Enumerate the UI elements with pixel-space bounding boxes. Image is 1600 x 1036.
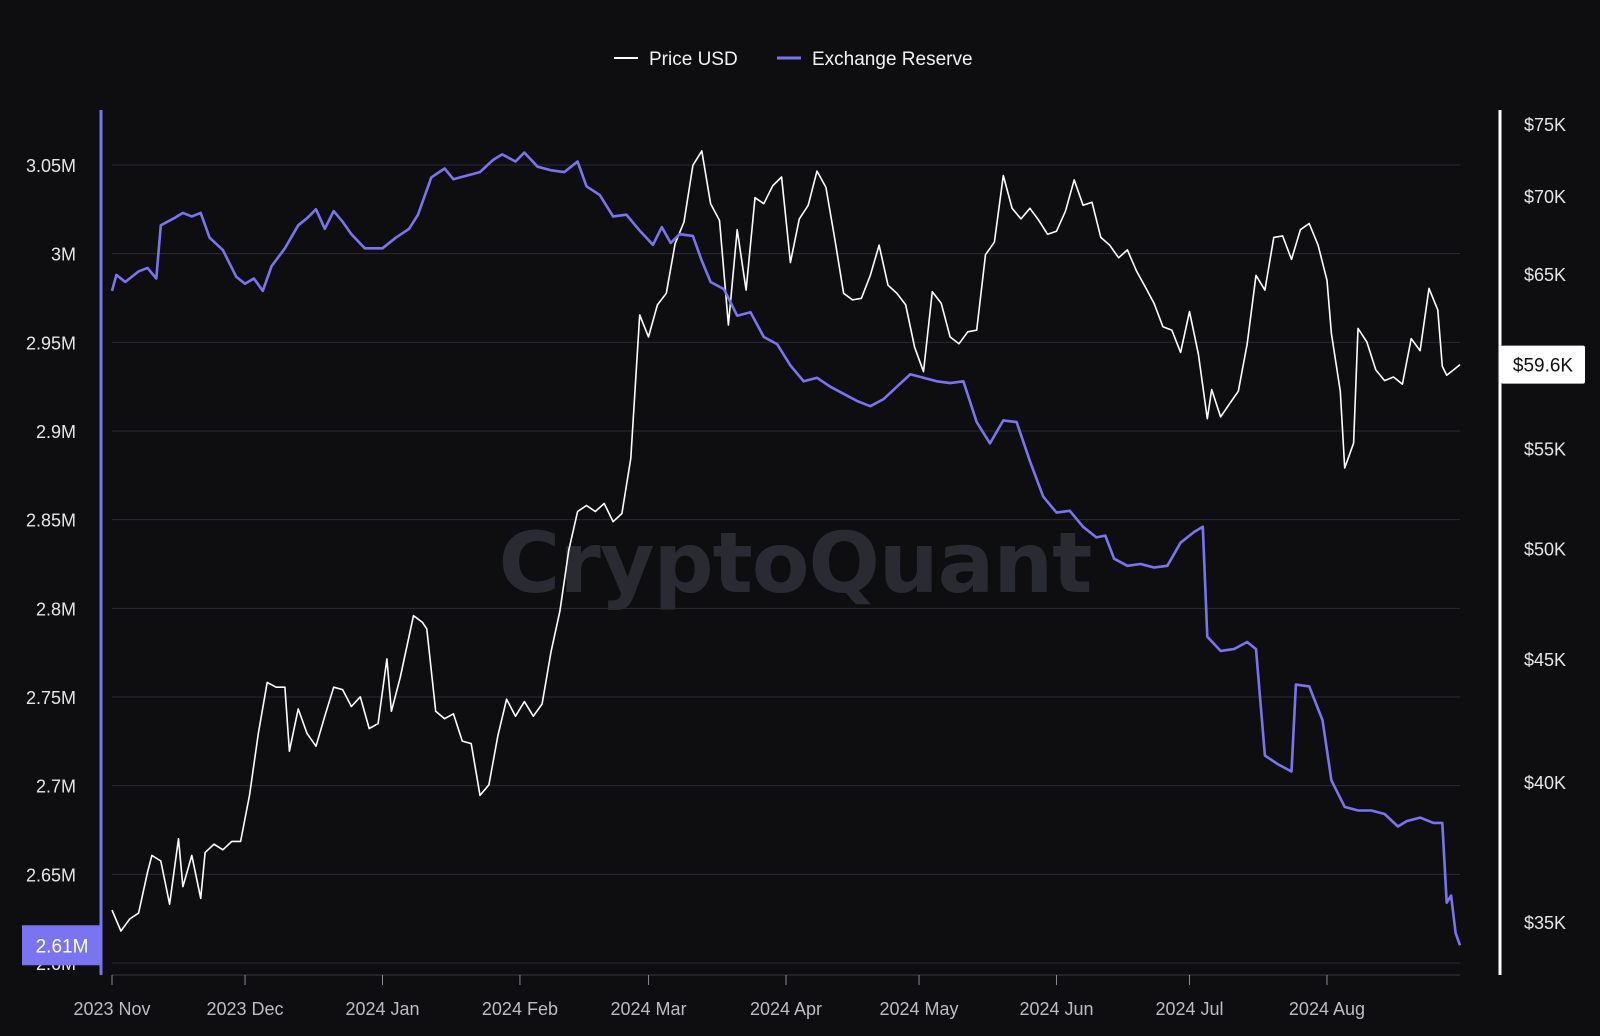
left-tick-label: 2.9M (36, 422, 76, 442)
right-current-value-badge (1501, 345, 1585, 384)
right-y-axis: $75K $70K $65K $55K $50K $45K $40K $35K (1498, 110, 1566, 975)
right-tick-label: $50K (1524, 540, 1566, 560)
x-tick-label: 2023 Dec (206, 999, 283, 1019)
left-tick-label: 2.75M (26, 688, 76, 708)
x-tick-label: 2024 Feb (482, 999, 558, 1019)
right-current-value-text: $59.6K (1513, 356, 1574, 377)
left-tick-label: 3M (51, 245, 76, 265)
right-tick-label: $70K (1524, 187, 1566, 207)
x-tick-label: 2024 Jan (345, 999, 419, 1019)
right-tick-label: $35K (1524, 913, 1566, 933)
series-line-exchange-reserve[interactable] (110, 151, 1462, 946)
x-tick-label: 2024 Jun (1019, 999, 1093, 1019)
right-tick-label: $75K (1524, 115, 1566, 135)
x-tick-label: 2024 Mar (611, 999, 687, 1019)
left-tick-label: 2.85M (26, 511, 76, 531)
legend-item[interactable]: Price USD (649, 49, 738, 70)
x-tick-label: 2024 Apr (750, 999, 822, 1019)
left-current-value-badge (22, 925, 101, 966)
x-axis: 2023 Nov 2023 Dec 2024 Jan 2024 Feb 2024 Mar… (73, 975, 1365, 1019)
right-tick-label: $65K (1524, 265, 1566, 285)
right-tick-label: $45K (1524, 650, 1566, 670)
legend[interactable]: Price USD Exchange Reserve (614, 49, 973, 70)
left-tick-label: 2.7M (36, 777, 76, 797)
right-tick-label: $40K (1524, 773, 1566, 793)
left-y-axis: 3.05M 3M 2.95M 2.9M 2.85M 2.8M 2.75M 2.7M 2.65M 2… (26, 110, 103, 975)
left-tick-label: 2.95M (26, 333, 76, 353)
current-value-badges: 2.61M $59.6K (22, 345, 1585, 966)
x-tick-label: 2023 Nov (73, 999, 150, 1019)
left-tick-label: 2.8M (36, 599, 76, 619)
legend-item[interactable]: Exchange Reserve (812, 49, 973, 70)
x-tick-label: 2024 Jul (1155, 999, 1223, 1019)
left-current-value-text: 2.61M (36, 936, 89, 957)
series-line-price-usd[interactable] (111, 150, 1461, 932)
series-layer[interactable] (110, 150, 1462, 946)
left-tick-label: 2.65M (26, 865, 76, 885)
right-tick-label: $55K (1524, 440, 1566, 460)
watermark-text: CryptoQuant (499, 514, 1092, 612)
x-tick-label: 2024 Aug (1289, 999, 1365, 1019)
left-tick-label: 3.05M (26, 156, 76, 176)
x-tick-label: 2024 May (879, 999, 958, 1019)
